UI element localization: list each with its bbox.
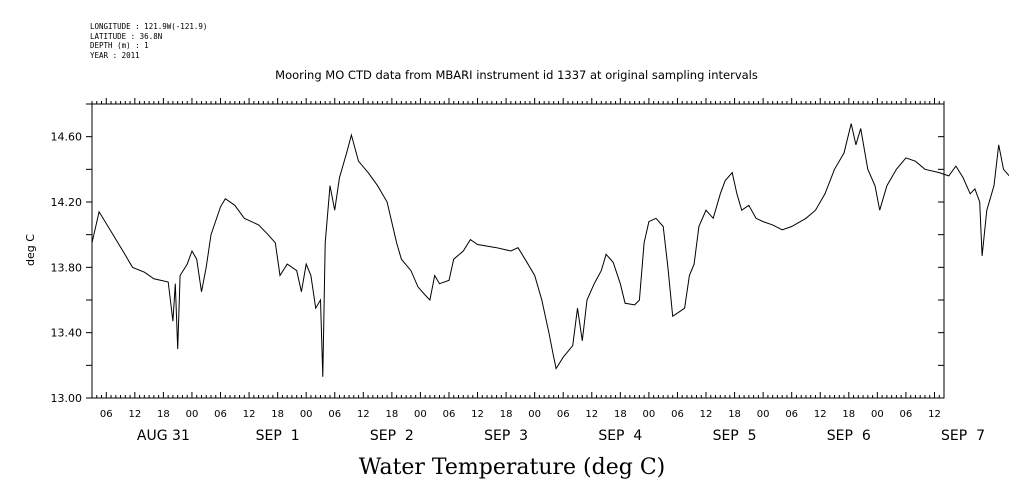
x-hour-tick-label: 18 xyxy=(271,409,284,420)
x-hour-tick-label: 00 xyxy=(300,409,313,420)
depth-text: DEPTH (m) : 1 xyxy=(90,41,149,50)
x-hour-tick-label: 06 xyxy=(900,409,913,420)
x-date-label: SEP 3 xyxy=(484,428,528,444)
latitude-text: LATITUDE : 36.8N xyxy=(90,31,163,41)
x-hour-tick-label: 18 xyxy=(842,409,855,420)
x-date-label: AUG 31 xyxy=(137,428,190,444)
y-tick-label: 14.20 xyxy=(51,196,83,209)
x-date-label: SEP 4 xyxy=(598,428,642,444)
longitude-text: LONGITUDE : 121.9W(-121.9) xyxy=(90,22,208,31)
x-date-label: SEP 5 xyxy=(713,428,757,444)
x-hour-tick-label: 00 xyxy=(871,409,884,420)
x-hour-tick-label: 18 xyxy=(385,409,398,420)
x-axis-label: Water Temperature (deg C) xyxy=(359,455,666,480)
tick-labels: 13.00 13.40 13.80 14.20 14.60 06 12 18 00 06 12 18 0… xyxy=(51,131,986,444)
x-hour-tick-label: 06 xyxy=(328,409,341,420)
x-hour-tick-label: 06 xyxy=(671,409,684,420)
x-hour-tick-label: 06 xyxy=(214,409,227,420)
y-axis-label: deg C xyxy=(24,234,37,266)
x-hour-tick-label: 18 xyxy=(157,409,170,420)
axis-ticks xyxy=(86,98,945,399)
x-hour-tick-label: 06 xyxy=(100,409,113,420)
x-hour-tick-label: 00 xyxy=(414,409,427,420)
x-hour-tick-label: 06 xyxy=(443,409,456,420)
x-hour-tick-label: 00 xyxy=(186,409,199,420)
x-hour-tick-label: 12 xyxy=(700,409,713,420)
x-hour-tick-label: 00 xyxy=(528,409,541,420)
x-hour-tick-label: 12 xyxy=(128,409,141,420)
x-date-label: SEP 1 xyxy=(256,428,300,444)
x-hour-tick-label: 12 xyxy=(471,409,484,420)
chart-title: Mooring MO CTD data from MBARI instrumen… xyxy=(275,68,758,82)
x-date-label: SEP 7 xyxy=(941,428,985,444)
y-tick-label: 13.80 xyxy=(51,261,83,274)
x-hour-tick-label: 12 xyxy=(928,409,941,420)
temperature-series-line xyxy=(91,123,1009,377)
y-tick-label: 14.60 xyxy=(51,131,83,144)
x-date-label: SEP 6 xyxy=(827,428,871,444)
x-hour-tick-label: 18 xyxy=(728,409,741,420)
x-hour-tick-label: 06 xyxy=(785,409,798,420)
year-text: YEAR : 2011 xyxy=(90,50,140,60)
x-hour-tick-label: 12 xyxy=(243,409,256,420)
x-hour-tick-label: 12 xyxy=(357,409,370,420)
x-hour-tick-label: 12 xyxy=(814,409,827,420)
x-date-label: SEP 2 xyxy=(370,428,414,444)
x-hour-tick-label: 00 xyxy=(757,409,770,420)
x-hour-tick-label: 00 xyxy=(643,409,656,420)
x-hour-tick-label: 18 xyxy=(500,409,513,420)
y-tick-label: 13.40 xyxy=(51,327,83,340)
plot-frame xyxy=(91,103,945,399)
mooring-metadata: LONGITUDE : 121.9W(-121.9) LATITUDE : 36… xyxy=(90,22,207,60)
x-hour-tick-label: 12 xyxy=(585,409,598,420)
y-tick-label: 13.00 xyxy=(51,392,83,405)
x-hour-tick-label: 06 xyxy=(557,409,570,420)
x-hour-tick-label: 18 xyxy=(614,409,627,420)
